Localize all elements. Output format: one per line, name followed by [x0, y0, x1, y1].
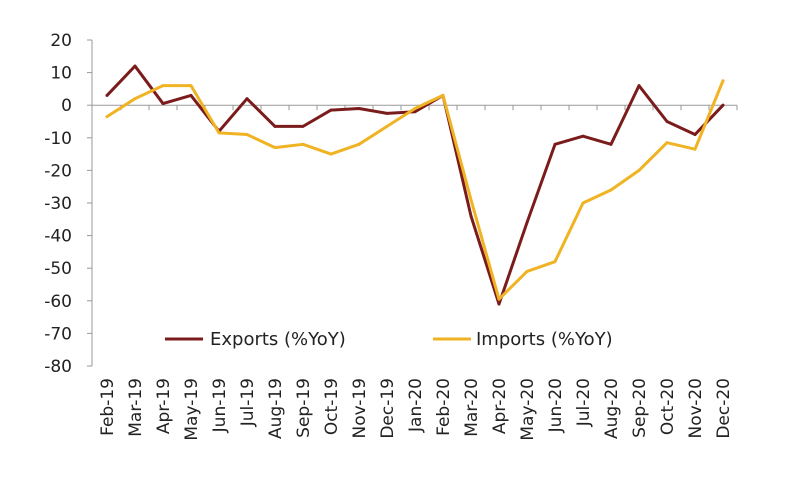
series-point-imports: [329, 152, 333, 156]
y-tick-label: -60: [44, 292, 72, 312]
y-axis: 20 10 0 -10 -20 -30 -40 -50 -60 -70 -80: [44, 31, 93, 377]
series-point-exports: [609, 142, 613, 146]
x-tick-label: Dec-19: [378, 378, 398, 439]
x-tick-label: May-20: [518, 378, 538, 441]
series-point-exports: [413, 110, 417, 114]
x-tick-label: Aug-20: [602, 378, 622, 439]
y-tick-label: -30: [44, 194, 72, 214]
x-tick-label: Mar-19: [126, 378, 146, 437]
series-point-imports: [441, 94, 445, 97]
legend-label-imports: Imports (%YoY): [476, 329, 613, 350]
x-tick-label: Jun-19: [210, 378, 230, 433]
series-point-imports: [497, 297, 501, 301]
x-tick-label: Feb-20: [434, 378, 454, 436]
x-tick-label: May-19: [182, 378, 202, 441]
y-tick-label: -80: [44, 357, 72, 377]
x-tick-label: Nov-19: [350, 378, 370, 439]
y-tick-label: -10: [44, 129, 72, 149]
series-layer: [105, 64, 725, 306]
series-point-imports: [469, 198, 473, 202]
series-point-exports: [693, 133, 697, 136]
series-point-imports: [301, 142, 305, 146]
y-tick-label: 20: [50, 31, 72, 51]
x-tick-label: Jul-20: [574, 378, 594, 427]
series-point-imports: [525, 270, 529, 273]
series-point-imports: [133, 97, 137, 101]
x-tick-label: Nov-20: [686, 378, 706, 439]
series-point-imports: [245, 133, 249, 136]
series-point-imports: [721, 79, 725, 83]
x-tick-label: Jul-19: [238, 378, 258, 427]
x-tick-label: Sep-20: [630, 378, 650, 438]
series-point-imports: [609, 188, 613, 192]
series-point-imports: [637, 169, 641, 172]
series-point-imports: [665, 141, 669, 145]
series-point-imports: [217, 131, 221, 135]
series-point-imports: [105, 115, 109, 119]
series-point-imports: [161, 84, 165, 88]
series-point-exports: [581, 134, 585, 138]
series-point-imports: [581, 201, 585, 205]
series-point-imports: [553, 260, 557, 264]
x-axis: Feb-19 Mar-19 Apr-19 May-19 Jun-19 Jul-19 Aug-…: [91, 104, 738, 441]
x-tick-label: Feb-19: [98, 378, 118, 436]
series-point-exports: [497, 302, 501, 306]
y-tick-label: -70: [44, 324, 72, 344]
series-point-imports: [413, 107, 417, 110]
x-tick-label: Mar-20: [462, 378, 482, 437]
legend-label-exports: Exports (%YoY): [210, 329, 346, 350]
x-tick-label: Jun-20: [546, 378, 566, 433]
x-tick-label: Apr-20: [490, 378, 510, 434]
series-point-exports: [721, 103, 725, 107]
series-point-exports: [161, 102, 165, 105]
legend: Exports (%YoY) Imports (%YoY): [165, 329, 613, 350]
x-tick-label: Jan-20: [406, 378, 426, 433]
series-point-exports: [637, 84, 641, 88]
series-point-exports: [105, 94, 109, 97]
series-point-imports: [693, 147, 697, 151]
y-tick-label: -40: [44, 227, 72, 247]
y-tick-label: 10: [50, 64, 72, 84]
series-point-exports: [357, 107, 361, 110]
series-point-imports: [189, 84, 193, 88]
series-line-imports: [105, 79, 725, 301]
series-point-exports: [245, 97, 249, 101]
x-tick-label: Oct-20: [658, 378, 678, 435]
series-point-exports: [329, 108, 333, 112]
series-point-imports: [357, 142, 361, 146]
series-point-exports: [525, 221, 529, 224]
series-point-exports: [189, 94, 193, 97]
x-tick-label: Apr-19: [154, 378, 174, 434]
x-tick-label: Dec-20: [714, 378, 734, 439]
series-point-imports: [273, 146, 277, 149]
series-point-exports: [553, 142, 557, 146]
y-tick-label: 0: [61, 96, 72, 116]
series-point-imports: [385, 124, 389, 128]
series-point-exports: [273, 124, 277, 128]
x-tick-label: Sep-19: [294, 378, 314, 438]
series-point-exports: [133, 64, 137, 68]
series-point-exports: [385, 111, 389, 115]
series-point-exports: [469, 214, 473, 218]
series-point-exports: [665, 120, 669, 123]
series-point-exports: [301, 124, 305, 128]
y-tick-label: -50: [44, 259, 72, 279]
x-tick-label: Oct-19: [322, 378, 342, 435]
y-tick-label: -20: [44, 161, 72, 181]
x-tick-label: Aug-19: [266, 378, 286, 439]
